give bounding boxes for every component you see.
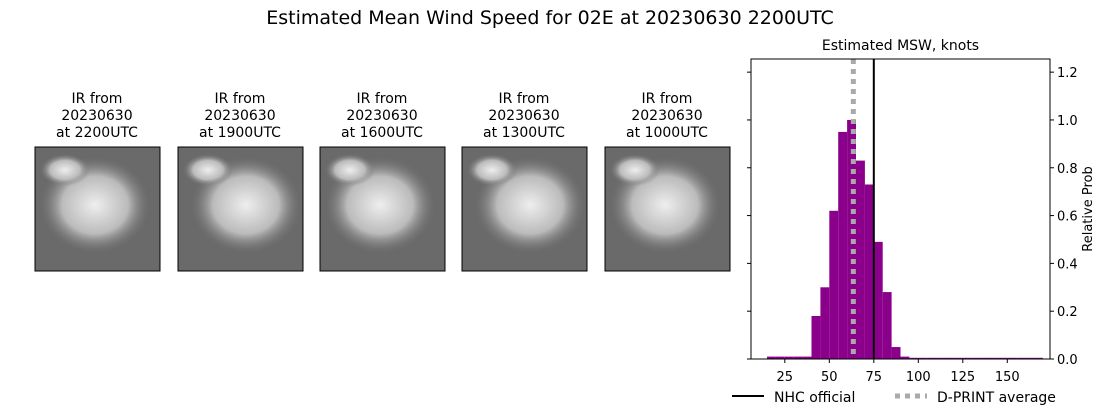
bar	[802, 356, 812, 359]
bar	[1007, 357, 1017, 359]
y-axis-label: Relative Prob	[1081, 166, 1096, 251]
cloud	[610, 154, 660, 186]
bar	[856, 160, 865, 359]
legend-label: NHC official	[774, 390, 855, 406]
y-tick-label: 0.4	[1057, 257, 1078, 272]
bar	[953, 357, 963, 359]
bar	[962, 357, 972, 359]
cloud	[325, 154, 375, 186]
bar	[1033, 357, 1043, 359]
x-tick-label: 75	[866, 370, 883, 385]
bar	[936, 357, 945, 359]
bar	[811, 315, 821, 359]
bar	[873, 241, 883, 359]
bar	[838, 131, 848, 359]
bar	[864, 184, 874, 359]
bar	[775, 356, 785, 359]
x-tick-label: 150	[995, 370, 1020, 385]
x-tick-label: 100	[906, 370, 931, 385]
panel-title: at 1900UTC	[199, 125, 281, 141]
cloud	[40, 154, 90, 186]
x-tick-label: 25	[777, 370, 794, 385]
bar	[820, 287, 830, 359]
y-tick-label: 0.0	[1057, 353, 1078, 368]
bar	[1025, 357, 1034, 359]
plot-frame	[750, 58, 1051, 360]
x-tick-label: 50	[821, 370, 838, 385]
panel-title: 20230630	[488, 108, 559, 124]
bar	[944, 357, 954, 359]
bar	[793, 356, 803, 359]
panel-title: IR from	[215, 91, 266, 107]
cloud	[467, 154, 517, 186]
bar	[909, 357, 919, 359]
panel-title: 20230630	[346, 108, 417, 124]
panel-title: 20230630	[61, 108, 132, 124]
legend-label: D-PRINT average	[937, 390, 1056, 406]
figure-title: Estimated Mean Wind Speed for 02E at 202…	[266, 7, 834, 29]
bar	[998, 357, 1008, 359]
panel-title: at 1000UTC	[626, 125, 708, 141]
bar	[980, 357, 990, 359]
bar	[882, 292, 892, 359]
bar	[767, 356, 776, 359]
panel-title: 20230630	[631, 108, 702, 124]
bar	[971, 357, 981, 359]
panel-title: IR from	[499, 91, 550, 107]
bar	[891, 347, 901, 359]
panel-title: 20230630	[204, 108, 275, 124]
panel-title: IR from	[72, 91, 123, 107]
y-tick-label: 0.2	[1057, 305, 1078, 320]
y-tick-label: 0.6	[1057, 210, 1078, 225]
y-tick-label: 1.0	[1057, 114, 1078, 129]
bar	[918, 357, 928, 359]
panel-title: IR from	[357, 91, 408, 107]
panel-title: at 1600UTC	[341, 125, 423, 141]
x-tick-label: 125	[950, 370, 975, 385]
panel-title: at 2200UTC	[56, 125, 138, 141]
bar	[784, 356, 794, 359]
panel-title: at 1300UTC	[483, 125, 565, 141]
bar	[829, 210, 839, 359]
panel-title: IR from	[642, 91, 693, 107]
cloud	[183, 154, 233, 186]
y-tick-label: 0.8	[1057, 162, 1078, 177]
bar	[900, 356, 910, 359]
bar	[927, 357, 937, 359]
bar	[989, 357, 999, 359]
chart-title: Estimated MSW, knots	[822, 38, 979, 54]
bar	[1016, 357, 1026, 359]
y-tick-label: 1.2	[1057, 66, 1078, 81]
